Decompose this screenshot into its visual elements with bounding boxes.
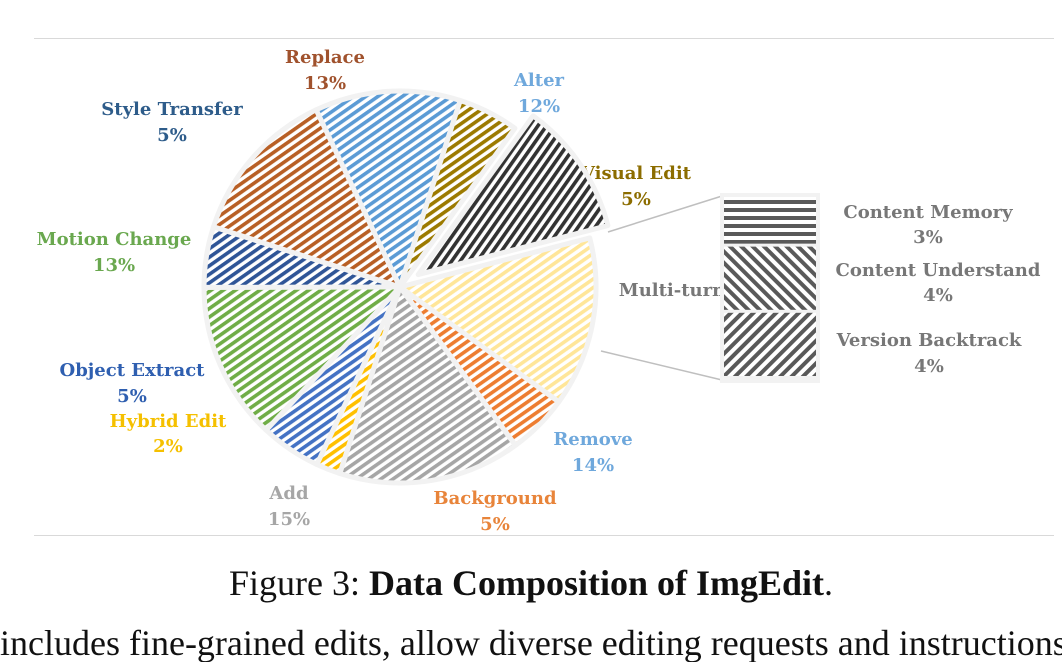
slice-value-alter: 12% — [518, 96, 560, 117]
cutoff-body-text: includes fine-grained edits, allow diver… — [0, 623, 1062, 662]
breakdown-label-content-memory: Content Memory — [843, 202, 1013, 223]
slice-label-object-extract: Object Extract — [60, 360, 206, 381]
breakdown-label-version-backtrack: Version Backtrack — [836, 330, 1022, 351]
top-divider — [34, 38, 1054, 39]
pie-chart: Remove 14% Background 5% Add 15% Hybrid Edit 2%… — [37, 47, 1041, 535]
breakdown-connector-line — [607, 195, 723, 233]
slice-value-motion-change: 13% — [93, 255, 135, 276]
chart-figure: Remove 14% Background 5% Add 15% Hybrid Edit 2%… — [34, 38, 1054, 536]
slice-label-replace: Replace — [285, 47, 365, 68]
breakdown-connector-line — [600, 350, 723, 381]
slice-value-style-transfer: 5% — [157, 125, 187, 146]
pie-slice-replace — [210, 107, 403, 290]
slice-label-background: Background — [433, 488, 557, 509]
slice-label-remove: Remove — [553, 429, 632, 450]
slice-value-object-extract: 5% — [117, 386, 147, 407]
breakdown-label-content-understand: Content Understand — [836, 260, 1041, 281]
pie-slice-add — [337, 284, 518, 486]
pie-slice-remove — [397, 235, 599, 405]
caption-suffix: . — [824, 563, 834, 603]
slice-label-style-transfer: Style Transfer — [101, 99, 243, 120]
slice-value-replace: 13% — [304, 73, 346, 94]
slice-value-hybrid-edit: 2% — [153, 436, 183, 457]
breakdown-value-content-memory: 3% — [913, 227, 943, 248]
slice-label-add: Add — [268, 483, 309, 504]
slice-label-hybrid-edit: Hybrid Edit — [110, 411, 227, 432]
breakdown-segment-content-memory — [724, 197, 816, 244]
bottom-divider — [34, 535, 1054, 536]
slice-value-visual-edit: 5% — [621, 189, 651, 210]
slice-value-remove: 14% — [572, 455, 614, 476]
pie-slice-alter — [313, 88, 463, 290]
slice-value-add: 15% — [268, 509, 310, 530]
slice-value-background: 5% — [480, 514, 510, 535]
breakdown-value-content-understand: 4% — [923, 285, 953, 306]
figure-caption: Figure 3: Data Composition of ImgEdit. — [0, 562, 1062, 604]
pie-slice-multi-turn — [415, 113, 611, 278]
pie-slice-visual-edit — [397, 97, 518, 290]
slice-label-multi-turn: Multi-turn — [619, 280, 725, 301]
breakdown-segment-version-backtrack — [724, 312, 816, 376]
slice-label-motion-change: Motion Change — [37, 229, 192, 250]
slice-label-alter: Alter — [513, 70, 565, 91]
breakdown-segment-content-understand — [724, 246, 816, 310]
pie-slice-motion-change — [201, 284, 403, 433]
caption-title: Data Composition of ImgEdit — [368, 563, 825, 603]
caption-prefix: Figure 3: — [228, 563, 369, 603]
breakdown-value-version-backtrack: 4% — [914, 356, 944, 377]
slice-label-visual-edit: Visual Edit — [580, 163, 692, 184]
